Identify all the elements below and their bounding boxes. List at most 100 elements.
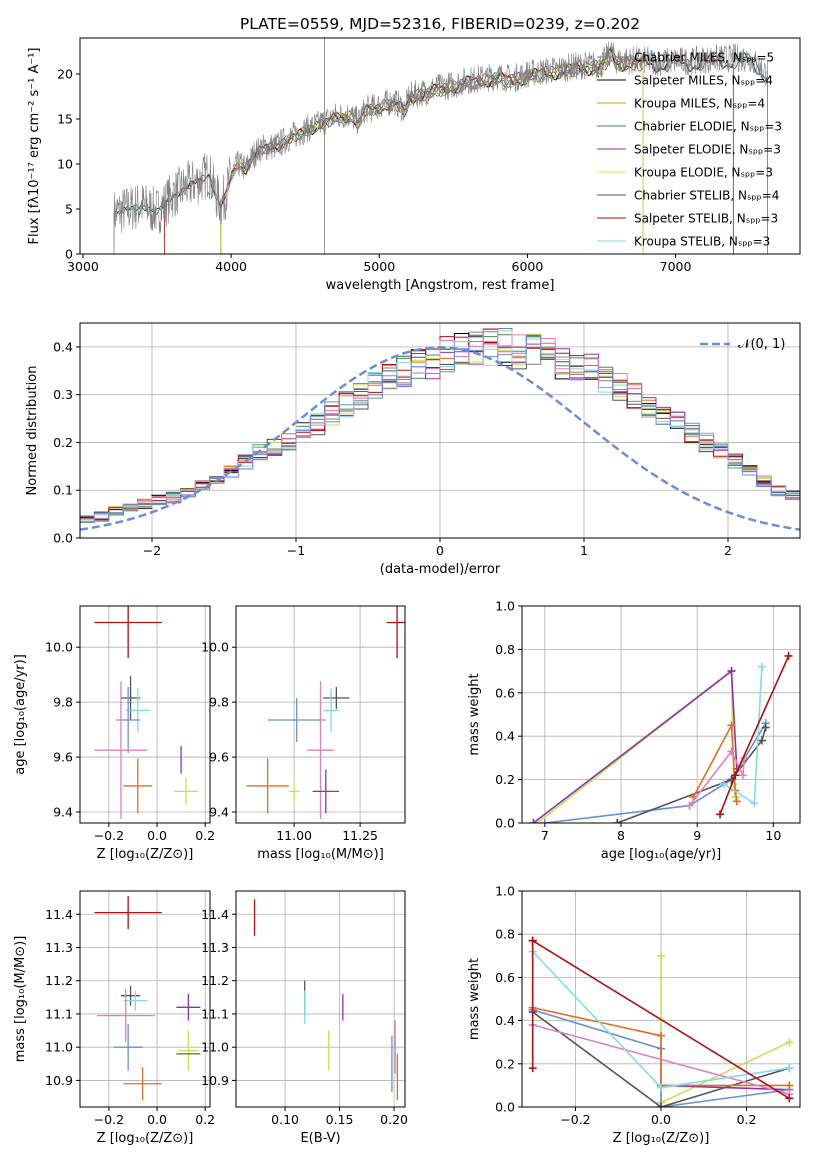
- weight-marker-0-3: [785, 1038, 794, 1047]
- observed-spectrum-line: [113, 41, 768, 254]
- x-tick-label: 0.0: [651, 1112, 671, 1127]
- errorbar-5: [123, 1067, 162, 1101]
- y-tick-label: 11.4: [201, 907, 229, 922]
- x-tick-label: 7: [541, 828, 549, 843]
- y-tick-label: 0.6: [495, 970, 515, 985]
- y-axis-label: Flux [fλ10⁻¹⁷ erg cm⁻² s⁻¹ A⁻¹]: [27, 48, 42, 245]
- weight-marker-7-0: [528, 1064, 537, 1073]
- x-tick-label: −0.2: [94, 1112, 124, 1127]
- errorbar-1: [120, 676, 141, 720]
- plot-area: [113, 38, 768, 254]
- y-tick-label: 10.9: [201, 1073, 229, 1088]
- y-tick-label: 9.8: [53, 695, 73, 710]
- weight-marker-5-1: [727, 747, 736, 756]
- legend-label-5: Kroupa ELODIE, Nₛₚₚ=3: [634, 166, 773, 180]
- y-tick-label: 11.2: [201, 973, 229, 988]
- chart-residuals: −2 −1 0 1 2 0.0 0.1 0.2 0.3 0.4 (data-model)/error…: [25, 322, 801, 577]
- y-tick-label: 0.8: [495, 642, 515, 657]
- x-tick-label: 0.0: [147, 828, 167, 843]
- chart-weight-vs-Z: −0.2 0.0 0.2 0.0 0.2 0.4 0.6 0.8 1.0 Z [log₁₀(Z/Z…: [467, 884, 801, 1146]
- plot-area: [80, 328, 800, 531]
- x-tick-label: 2: [724, 543, 732, 558]
- x-tick-label: 5000: [363, 259, 395, 274]
- weight-line-3: [532, 1011, 790, 1107]
- errorbar-3: [113, 1023, 143, 1071]
- model-line-5: [220, 54, 644, 254]
- grid: [522, 605, 800, 824]
- x-tick-label: 6000: [512, 259, 544, 274]
- x-axis-label: Z [log₁₀(Z/Z⊙)]: [97, 1131, 194, 1146]
- weight-line-2: [544, 722, 767, 823]
- x-tick-label: 0.2: [195, 828, 215, 843]
- y-tick-label: 11.2: [45, 973, 73, 988]
- x-tick-label: 11.25: [342, 828, 378, 843]
- errorbar-2: [323, 688, 339, 733]
- plot-area: [246, 606, 405, 819]
- y-tick-label: 15: [57, 112, 73, 127]
- errorbar-3: [267, 698, 326, 742]
- figure-title: PLATE=0559, MJD=52316, FIBERID=0239, z=0…: [240, 15, 640, 33]
- y-tick-label: 0.2: [495, 1056, 515, 1071]
- weight-line-6: [723, 666, 763, 805]
- y-tick-label: 20: [57, 67, 73, 82]
- y-tick-label: 0.2: [495, 772, 515, 787]
- y-tick-label: 11.4: [45, 907, 73, 922]
- y-tick-label: 0.0: [495, 816, 515, 831]
- x-axis-label: age [log₁₀(age/yr)]: [601, 847, 722, 862]
- weight-marker-3-2: [757, 736, 766, 745]
- errorbar-1: [323, 687, 350, 710]
- errorbar-4: [307, 681, 334, 819]
- y-axis-label: Normed distribution: [25, 366, 40, 496]
- weight-marker-4-3: [785, 1081, 794, 1090]
- x-tick-label: 0.15: [326, 1112, 354, 1127]
- weight-marker-6-2: [785, 1064, 794, 1073]
- x-tick-label: 4000: [215, 259, 247, 274]
- y-tick-label: 10.0: [201, 640, 229, 655]
- errorbar-2: [125, 688, 150, 733]
- y-tick-label: 0.8: [495, 927, 515, 942]
- errorbar-3: [116, 687, 141, 753]
- plot-frame: [235, 890, 406, 1108]
- x-tick-label: 0.20: [380, 1112, 408, 1127]
- weight-marker-3-0: [613, 819, 622, 823]
- errorbar-4: [94, 681, 148, 819]
- x-axis-label: mass [log₁₀(M/M⊙)]: [257, 847, 384, 862]
- y-tick-label: 0.3: [53, 387, 73, 402]
- errorbar-2: [123, 990, 148, 1011]
- x-tick-label: 10: [765, 828, 781, 843]
- errorbar-5: [246, 758, 289, 814]
- y-tick-label: 9.8: [209, 695, 229, 710]
- legend-label-8: Kroupa STELIB, Nₛₚₚ=3: [634, 235, 770, 249]
- weight-marker-3-3: [761, 723, 770, 732]
- y-tick-label: 1.0: [495, 884, 515, 899]
- weight-marker-7-1: [731, 771, 740, 780]
- errorbar-6: [288, 780, 300, 803]
- y-axis-label: age [log₁₀(age/yr)]: [13, 654, 28, 775]
- y-tick-label: 0: [65, 247, 73, 262]
- x-tick-label: 0.0: [147, 1112, 167, 1127]
- x-axis-label: Z [log₁₀(Z/Z⊙)]: [613, 1131, 710, 1146]
- weight-line-5: [688, 749, 746, 807]
- plot-area: [94, 606, 198, 819]
- legend-label-7: Salpeter STELIB, Nₛₚₚ=3: [634, 212, 778, 226]
- legend-label-2: Kroupa MILES, Nₛₚₚ=4: [634, 97, 765, 111]
- grid: [80, 891, 210, 1107]
- plot-frame: [235, 605, 406, 824]
- legend-label: 𝒩(0, 1): [738, 337, 785, 352]
- x-axis-label: E(B-V): [300, 1131, 340, 1146]
- y-tick-label: 0.0: [53, 531, 73, 546]
- weight-marker-6-0: [719, 779, 728, 788]
- errorbar-6: [173, 777, 198, 806]
- grid: [236, 891, 405, 1107]
- errorbar-7: [176, 994, 201, 1021]
- y-tick-label: 0.4: [53, 339, 73, 354]
- errorbar-5: [123, 758, 153, 814]
- y-tick-label: 1.0: [495, 599, 515, 614]
- plot-area: [529, 651, 793, 823]
- x-tick-label: 0.2: [195, 1112, 215, 1127]
- legend-label-3: Chabrier ELODIE, Nₛₚₚ=3: [634, 120, 782, 134]
- x-tick-label: −0.2: [94, 828, 124, 843]
- y-tick-label: 9.6: [209, 750, 229, 765]
- y-tick-label: 9.4: [209, 805, 229, 820]
